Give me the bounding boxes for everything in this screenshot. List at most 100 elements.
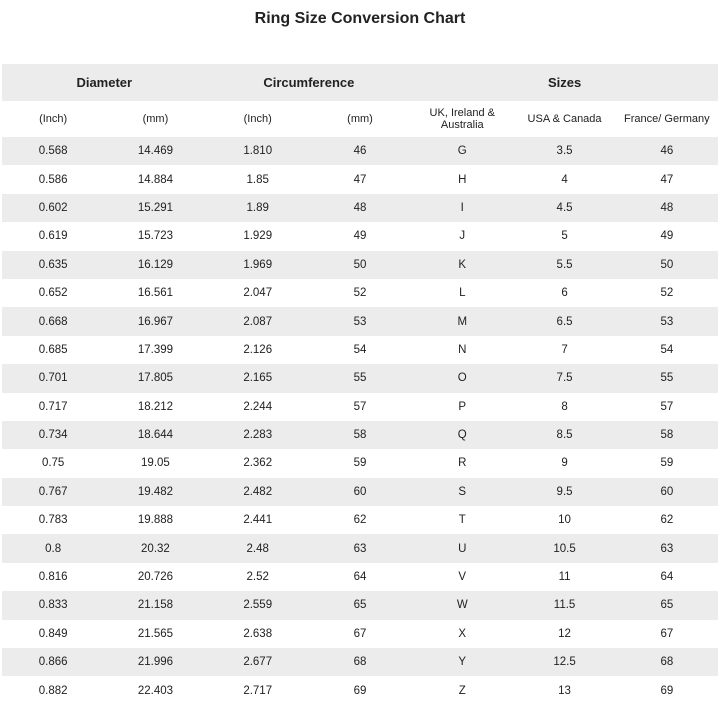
cell-circumference-inch: 1.929 <box>243 230 273 243</box>
cell-diameter-mm: 18.644 <box>104 420 207 450</box>
cell-france-size: 64 <box>660 571 674 584</box>
cell-france-size: 46 <box>615 137 718 166</box>
cell-france-size: 62 <box>660 514 674 527</box>
cell-uk-size: O <box>411 364 514 393</box>
cell-uk-size: H <box>458 173 467 186</box>
table-row: 0.866 21.996 2.677 68 Y 12.5 68 <box>2 648 718 677</box>
cell-diameter-inch: 0.685 <box>38 343 68 356</box>
table-row: 0.586 14.884 1.85 47 H 4 47 <box>2 165 718 193</box>
cell-circumference-mm: 62 <box>353 514 367 527</box>
cell-diameter-inch: 0.767 <box>2 477 105 507</box>
table-row: 0.602 15.291 1.89 48 I 4.5 48 <box>2 193 718 223</box>
cell-diameter-mm: 19.05 <box>141 457 170 470</box>
cell-uk-size: X <box>458 627 467 640</box>
cell-france-size: 54 <box>660 343 674 356</box>
cell-france-size: 48 <box>615 193 718 223</box>
cell-circumference-inch: 2.362 <box>243 457 273 470</box>
table-row: 0.75 19.05 2.362 59 R 9 59 <box>2 449 718 477</box>
cell-usa-size: 9 <box>561 457 568 470</box>
cell-usa-size: 6.5 <box>513 307 616 336</box>
cell-uk-size: S <box>411 477 514 507</box>
cell-uk-size: L <box>459 287 466 300</box>
cell-uk-size: G <box>411 137 514 166</box>
cell-diameter-inch: 0.849 <box>38 627 68 640</box>
cell-circumference-mm: 47 <box>353 173 367 186</box>
cell-uk-size: Z <box>458 684 466 697</box>
cell-france-size: 69 <box>660 684 674 697</box>
subheader-diameter-inch: (Inch) <box>2 101 105 137</box>
cell-uk-size: Q <box>411 420 514 450</box>
cell-diameter-mm: 19.888 <box>137 514 174 527</box>
cell-diameter-inch: 0.8 <box>2 534 105 563</box>
cell-usa-size: 7 <box>561 343 568 356</box>
cell-diameter-mm: 14.884 <box>137 173 174 186</box>
cell-uk-size: J <box>459 230 466 243</box>
sub-header-row: (Inch) (mm) (Inch) (mm) UK, Ireland & Au… <box>2 101 718 137</box>
cell-diameter-mm: 21.996 <box>104 648 207 677</box>
cell-uk-size: P <box>458 400 467 413</box>
cell-france-size: 68 <box>615 648 718 677</box>
cell-diameter-mm: 21.158 <box>104 591 207 620</box>
table-row: 0.767 19.482 2.482 60 S 9.5 60 <box>2 477 718 507</box>
cell-france-size: 52 <box>660 287 674 300</box>
cell-usa-size: 3.5 <box>513 137 616 166</box>
cell-france-size: 63 <box>615 534 718 563</box>
table-row: 0.849 21.565 2.638 67 X 12 67 <box>2 620 718 648</box>
cell-circumference-mm: 48 <box>308 193 412 223</box>
cell-usa-size: 9.5 <box>513 477 616 507</box>
cell-france-size: 49 <box>660 230 674 243</box>
cell-diameter-mm: 21.565 <box>137 627 174 640</box>
cell-uk-size: V <box>458 571 467 584</box>
cell-circumference-inch: 2.48 <box>206 534 309 563</box>
cell-france-size: 58 <box>615 420 718 450</box>
cell-diameter-mm: 19.482 <box>104 477 207 507</box>
page-title: Ring Size Conversion Chart <box>254 10 466 27</box>
cell-diameter-inch: 0.586 <box>38 173 68 186</box>
cell-usa-size: 11.5 <box>513 591 616 620</box>
cell-diameter-inch: 0.619 <box>38 230 68 243</box>
cell-circumference-mm: 67 <box>353 627 367 640</box>
cell-circumference-inch: 1.89 <box>206 193 309 223</box>
cell-circumference-mm: 52 <box>353 287 367 300</box>
subheader-circumference-mm: (mm) <box>308 101 412 137</box>
cell-usa-size: 5 <box>561 230 568 243</box>
cell-circumference-mm: 50 <box>308 250 412 279</box>
cell-diameter-mm: 20.32 <box>104 534 207 563</box>
cell-circumference-inch: 2.087 <box>206 307 309 336</box>
table-row: 0.619 15.723 1.929 49 J 5 49 <box>2 222 718 250</box>
cell-circumference-mm: 58 <box>308 420 412 450</box>
cell-circumference-mm: 63 <box>308 534 412 563</box>
cell-circumference-inch: 1.85 <box>246 173 269 186</box>
cell-uk-size: R <box>458 457 467 470</box>
header-circumference: Circumference <box>206 64 412 101</box>
table-row: 0.8 20.32 2.48 63 U 10.5 63 <box>2 534 718 563</box>
cell-usa-size: 11 <box>558 571 571 584</box>
cell-usa-size: 10 <box>558 514 571 527</box>
table-row: 0.882 22.403 2.717 69 Z 13 69 <box>2 676 718 704</box>
cell-diameter-mm: 16.561 <box>137 287 174 300</box>
cell-circumference-mm: 59 <box>353 457 367 470</box>
cell-circumference-inch: 2.441 <box>243 514 273 527</box>
cell-circumference-mm: 55 <box>308 364 412 393</box>
cell-circumference-mm: 68 <box>308 648 412 677</box>
cell-usa-size: 12.5 <box>513 648 616 677</box>
cell-usa-size: 13 <box>558 684 571 697</box>
cell-france-size: 47 <box>660 173 674 186</box>
cell-circumference-inch: 2.52 <box>246 571 269 584</box>
cell-usa-size: 4.5 <box>513 193 616 223</box>
cell-diameter-inch: 0.701 <box>2 364 105 393</box>
table-row: 0.717 18.212 2.244 57 P 8 57 <box>2 393 718 421</box>
cell-diameter-inch: 0.668 <box>2 307 105 336</box>
cell-diameter-inch: 0.602 <box>2 193 105 223</box>
subheader-circumference-inch: (Inch) <box>206 101 309 137</box>
cell-usa-size: 7.5 <box>513 364 616 393</box>
cell-circumference-inch: 2.244 <box>243 400 273 413</box>
cell-circumference-inch: 1.969 <box>206 250 309 279</box>
cell-circumference-inch: 2.047 <box>243 287 273 300</box>
table-row: 0.635 16.129 1.969 50 K 5.5 50 <box>2 250 718 279</box>
cell-diameter-mm: 18.212 <box>137 400 174 413</box>
cell-diameter-mm: 16.129 <box>104 250 207 279</box>
header-diameter: Diameter <box>2 64 207 101</box>
cell-diameter-mm: 22.403 <box>137 684 174 697</box>
subheader-usa: USA & Canada <box>513 101 616 137</box>
